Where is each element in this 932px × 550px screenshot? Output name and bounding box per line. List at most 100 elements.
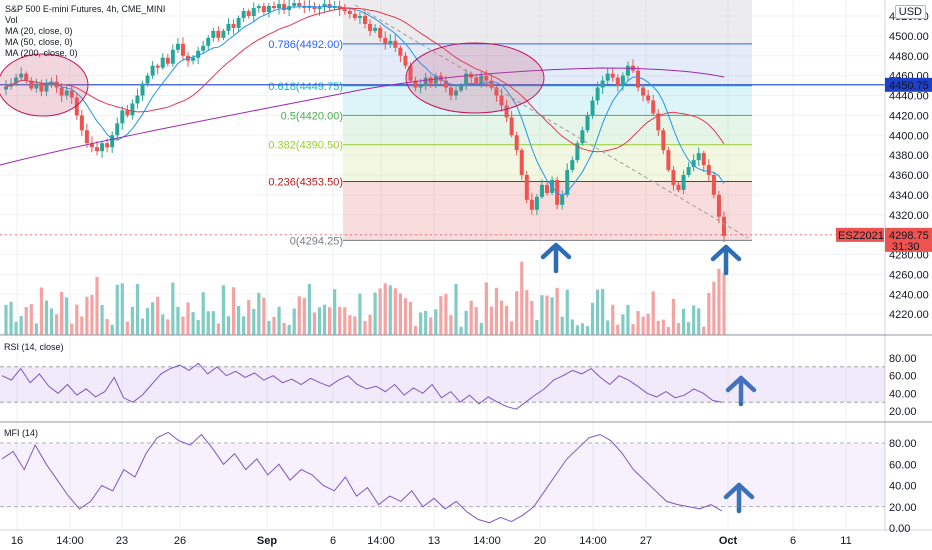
volume-bar (626, 305, 630, 335)
ma200-legend[interactable]: MA (200, close, 0) (5, 48, 78, 58)
candle-body (150, 65, 155, 76)
ma20-legend[interactable]: MA (20, close, 0) (5, 26, 73, 36)
candle-body (241, 11, 246, 18)
candle-body (625, 65, 630, 76)
x-tick-label: 14:00 (473, 535, 501, 547)
candle-body (636, 70, 641, 88)
candle-body (716, 194, 721, 217)
chart-title: S&P 500 E-mini Futures, 4h, CME_MINI (5, 4, 166, 14)
volume-bar (24, 307, 28, 335)
candle-body (378, 27, 383, 38)
candle-body (74, 97, 79, 116)
volume-bar (85, 296, 89, 335)
price-tick-label: 4440.00 (889, 91, 929, 103)
volume-bar (211, 311, 215, 335)
volume-bar (135, 283, 140, 335)
candle-body (120, 110, 125, 124)
rsi-tick-label: 80.00 (889, 353, 917, 365)
candle-body (368, 23, 373, 31)
volume-bar (333, 289, 337, 335)
volume-bar (489, 306, 494, 335)
volume-bar (510, 321, 514, 335)
candle-body (357, 16, 362, 18)
volume-bar (156, 296, 160, 335)
volume-bar (353, 316, 357, 335)
volume-bar (555, 287, 559, 335)
candle-body (408, 65, 413, 81)
x-tick-label: 14:00 (367, 535, 395, 547)
rsi-tick-label: 40.00 (889, 388, 917, 400)
volume-bar (358, 293, 362, 335)
volume-bar (29, 304, 33, 335)
volume-bar (65, 297, 69, 335)
candle-body (428, 77, 433, 84)
volume-bar (34, 323, 38, 335)
volume-bar (287, 324, 291, 335)
volume-bar (348, 315, 352, 335)
ma50-legend[interactable]: MA (50, close, 0) (5, 37, 73, 47)
volume-bar (277, 306, 281, 335)
candle-body (509, 117, 514, 136)
candle-body (170, 49, 175, 64)
candle-body (236, 17, 241, 28)
candle-body (615, 77, 620, 86)
price-tick-label: 4500.00 (889, 31, 929, 43)
volume-bar (105, 319, 109, 335)
volume-bar (641, 316, 645, 335)
volume-bar (140, 318, 145, 335)
candle-body (125, 110, 130, 116)
mfi-tick-label: 0.00 (889, 523, 910, 535)
volume-bar (272, 316, 276, 335)
volume-series (4, 261, 726, 335)
volume-legend[interactable]: Vol (5, 15, 18, 25)
volume-bar (697, 308, 701, 335)
candle-body (59, 87, 64, 96)
rsi-tick-label: 60.00 (889, 371, 917, 383)
candle-body (459, 85, 464, 91)
volume-bar (4, 304, 8, 335)
candle-body (175, 43, 180, 50)
last-price-badge (885, 227, 932, 252)
volume-bar (702, 326, 706, 335)
candle-body (539, 184, 544, 197)
price-tick-label: 4380.00 (889, 150, 929, 162)
volume-bar (373, 292, 377, 335)
candle-body (211, 30, 216, 38)
ma20-line (5, 5, 725, 197)
candle-body (342, 9, 347, 12)
volume-bar (494, 287, 499, 335)
candle-body (499, 95, 504, 106)
x-tick-label: 14:00 (579, 535, 607, 547)
candle-body (140, 83, 145, 96)
currency-button[interactable]: USD (894, 5, 926, 19)
candle-body (277, 4, 282, 9)
volume-bar (661, 319, 665, 335)
volume-bar (424, 310, 428, 335)
volume-bar (145, 308, 150, 335)
volume-bar (297, 296, 301, 335)
volume-bar (39, 287, 43, 335)
volume-bar (419, 312, 423, 335)
x-tick-label: Oct (719, 535, 738, 547)
candle-body (19, 73, 24, 78)
volume-bar (307, 284, 311, 335)
volume-bar (580, 323, 585, 335)
candle-body (529, 199, 534, 210)
candle-body (196, 50, 201, 58)
price-tick-label: 4280.00 (889, 250, 929, 262)
mfi-title: MFI (14) (4, 428, 38, 438)
volume-bar (49, 308, 54, 335)
volume-bar (515, 291, 519, 335)
volume-bar (60, 291, 64, 335)
volume-bar (176, 306, 180, 335)
volume-bar (115, 284, 119, 335)
volume-bar (484, 282, 488, 335)
candle-body (722, 216, 726, 236)
candle-body (388, 40, 393, 44)
price-tick-label: 4220.00 (889, 309, 929, 321)
volume-bar (322, 304, 327, 335)
candle-body (84, 130, 89, 144)
volume-bar (550, 297, 554, 335)
volume-bar (464, 310, 468, 335)
